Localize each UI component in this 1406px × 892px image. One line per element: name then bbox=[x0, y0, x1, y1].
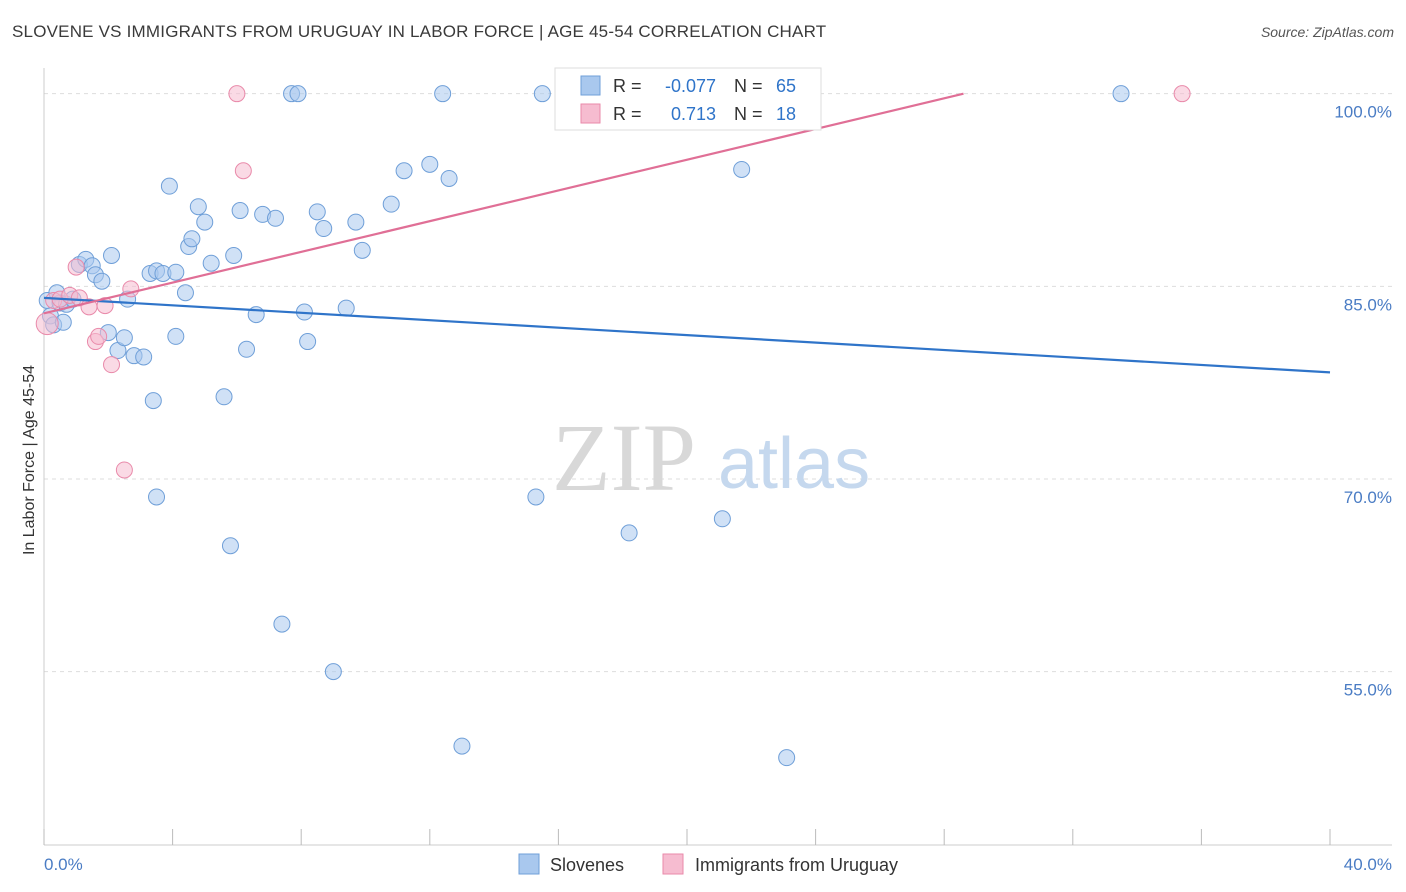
source-label: Source: ZipAtlas.com bbox=[1260, 24, 1394, 40]
trend-lines bbox=[43, 92, 1331, 374]
bottom-legend-blue-swatch bbox=[518, 853, 540, 875]
slovenes-point-63 bbox=[733, 160, 751, 178]
slovenes-point-46 bbox=[299, 333, 317, 351]
legend-n-label-2: N = bbox=[734, 104, 763, 124]
slovenes-point-57 bbox=[440, 169, 458, 187]
bottom-legend-slovenes: Slovenes bbox=[550, 855, 624, 875]
y-tick-70: 70.0% bbox=[1344, 488, 1392, 507]
chart-title: SLOVENE VS IMMIGRANTS FROM URUGUAY IN LA… bbox=[12, 22, 827, 41]
slovenes-point-35 bbox=[221, 537, 239, 555]
slovenes-point-12 bbox=[93, 272, 111, 290]
slovenes-point-41 bbox=[266, 209, 284, 227]
slovenes-point-42 bbox=[273, 615, 291, 633]
slovenes-point-27 bbox=[167, 327, 185, 345]
watermark-zip: ZIP bbox=[552, 404, 696, 511]
slovenes-point-56 bbox=[434, 85, 452, 103]
uruguay-point-10 bbox=[103, 356, 121, 374]
slovenes-point-34 bbox=[215, 388, 233, 406]
y-tick-55: 55.0% bbox=[1344, 681, 1392, 700]
series-legend: Slovenes Immigrants from Uruguay bbox=[518, 853, 898, 875]
x-tick-min: 0.0% bbox=[44, 855, 83, 874]
uruguay-point-8 bbox=[90, 327, 108, 345]
slovenes-point-19 bbox=[135, 348, 153, 366]
gridlines bbox=[44, 93, 1392, 673]
slovenes-point-65 bbox=[1112, 85, 1130, 103]
legend-blue-swatch bbox=[580, 75, 601, 96]
slovenes-point-61 bbox=[620, 524, 638, 542]
uruguay-point-11 bbox=[115, 461, 133, 479]
slovenes-point-50 bbox=[337, 299, 355, 317]
slovenes-point-49 bbox=[324, 663, 342, 681]
legend-n-value-1: 65 bbox=[776, 76, 796, 96]
slovenes-point-16 bbox=[115, 329, 133, 347]
slovenes-point-52 bbox=[353, 241, 371, 259]
watermark-atlas: atlas bbox=[718, 424, 870, 504]
slovenes-point-22 bbox=[148, 488, 166, 506]
x-tick-max: 40.0% bbox=[1344, 855, 1392, 874]
legend-n-value-2: 18 bbox=[776, 104, 796, 124]
stats-legend: R = -0.077 N = 65 R = 0.713 N = 18 bbox=[554, 67, 822, 131]
bottom-legend-pink-swatch bbox=[662, 853, 684, 875]
slovenes-point-32 bbox=[196, 213, 214, 231]
slovenes-point-51 bbox=[347, 213, 365, 231]
y-axis-label: In Labor Force | Age 45-54 bbox=[21, 365, 38, 555]
uruguay-trend-line bbox=[43, 92, 964, 315]
uruguay-point-0 bbox=[35, 312, 59, 336]
uruguay-point-14 bbox=[234, 162, 252, 180]
bottom-legend-uruguay: Immigrants from Uruguay bbox=[695, 855, 898, 875]
slovenes-point-25 bbox=[160, 177, 178, 195]
slovenes-point-38 bbox=[238, 340, 256, 358]
legend-r-label-1: R = bbox=[613, 76, 642, 96]
legend-pink-swatch bbox=[580, 103, 601, 124]
slovenes-point-14 bbox=[103, 247, 121, 265]
slovenes-point-37 bbox=[231, 202, 249, 220]
slovenes-point-62 bbox=[713, 510, 731, 528]
slovenes-point-59 bbox=[527, 488, 545, 506]
slovenes-point-21 bbox=[144, 392, 162, 410]
y-tick-85: 85.0% bbox=[1344, 295, 1392, 314]
slovenes-point-36 bbox=[225, 247, 243, 265]
slovenes-point-31 bbox=[189, 198, 207, 216]
slovenes-point-30 bbox=[183, 230, 201, 248]
slovenes-trend-line bbox=[43, 296, 1331, 374]
slovenes-point-33 bbox=[202, 254, 220, 272]
slovenes-point-54 bbox=[395, 162, 413, 180]
slovenes-point-28 bbox=[176, 284, 194, 302]
legend-r-label-2: R = bbox=[613, 104, 642, 124]
uruguay-point-4 bbox=[67, 258, 85, 276]
axes bbox=[43, 68, 1392, 846]
uruguay-point-13 bbox=[228, 85, 246, 103]
y-tick-100: 100.0% bbox=[1334, 103, 1392, 122]
slovenes-point-58 bbox=[453, 737, 471, 755]
legend-r-value-1: -0.077 bbox=[665, 76, 716, 96]
slovenes-point-48 bbox=[315, 220, 333, 238]
slovenes-point-26 bbox=[167, 263, 185, 281]
legend-r-value-2: 0.713 bbox=[671, 104, 716, 124]
slovenes-point-53 bbox=[382, 195, 400, 213]
legend-n-label-1: N = bbox=[734, 76, 763, 96]
y-tick-labels: 55.0% 70.0% 85.0% 100.0% bbox=[1334, 103, 1392, 700]
slovenes-point-44 bbox=[289, 85, 307, 103]
slovenes-point-55 bbox=[421, 155, 439, 173]
slovenes-point-60 bbox=[533, 85, 551, 103]
uruguay-point-16 bbox=[1173, 85, 1191, 103]
slovenes-point-64 bbox=[778, 749, 796, 767]
slovenes-point-47 bbox=[308, 203, 326, 221]
